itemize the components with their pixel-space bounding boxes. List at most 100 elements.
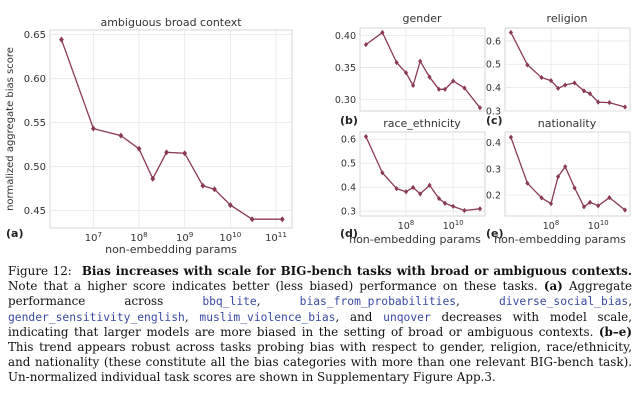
caption-figure-label: Figure 12: — [8, 264, 72, 278]
data-point — [212, 186, 217, 193]
panel-a-aggregate-bias-chart: 0.45 0.50 0.55 0.60 0.65 107 108 109 1010 1011 a… — [5, 16, 293, 256]
figure-caption: Figure 12: Bias increases with scale for … — [8, 264, 632, 386]
data-point — [477, 105, 483, 111]
data-point — [548, 78, 554, 84]
data-point — [539, 74, 544, 81]
caption-separator: , — [456, 294, 499, 309]
y-tick-label: 0.35 — [335, 63, 356, 74]
data-point — [525, 62, 530, 68]
y-tick-label: 0.5 — [486, 60, 501, 71]
panel-b-plot-area — [359, 27, 486, 112]
y-tick-label: 0.4 — [486, 138, 501, 149]
y-tick-label: 0.3 — [486, 107, 501, 118]
panel-c-series — [508, 29, 628, 110]
figure-12: 0.45 0.50 0.55 0.60 0.65 107 108 109 1010 1011 a… — [5, 12, 631, 256]
caption-text: decreases with model scale, indicating t… — [8, 309, 632, 339]
panel-d-letter: (d) — [340, 227, 358, 240]
panel-c-plot-area — [504, 27, 631, 112]
series-line — [60, 39, 283, 220]
caption-task-name[interactable]: gender_sensitivity_english — [8, 310, 185, 324]
x-tick-label: 108 — [398, 219, 414, 232]
y-tick-label: 0.55 — [24, 118, 46, 129]
data-point — [279, 216, 285, 223]
data-point — [200, 182, 206, 189]
x-tick-label: 1010 — [443, 219, 464, 232]
caption-task-name[interactable]: bias_from_probabilities — [299, 295, 457, 309]
panel-a-plot-area — [49, 29, 293, 229]
data-point — [442, 200, 448, 206]
data-point — [363, 133, 369, 140]
panel-e-x-ticks: 108 1010 — [543, 219, 609, 232]
panel-e-x-label: non-embedding params — [494, 233, 626, 246]
panel-a-title: ambiguous broad context — [100, 16, 242, 29]
panel-d-x-label: non-embedding params — [349, 233, 481, 246]
data-point — [596, 99, 601, 105]
data-point — [59, 36, 64, 43]
panel-e-letter: (e) — [486, 227, 504, 240]
data-point — [563, 82, 568, 88]
panel-e-plot-area — [504, 131, 631, 217]
data-point — [525, 180, 530, 186]
panel-e-y-ticks: 0.2 0.3 0.4 — [486, 138, 501, 202]
panel-a-y-ticks: 0.45 0.50 0.55 0.60 0.65 — [24, 30, 46, 217]
panel-c-religion-chart: 0.3 0.4 0.5 0.6 religion (c) — [486, 12, 631, 127]
panel-d-plot-area — [359, 131, 486, 217]
data-point — [363, 42, 369, 48]
panel-d-series — [363, 133, 483, 214]
data-point — [427, 74, 432, 80]
panel-d-title: race_ethnicity — [383, 117, 461, 130]
data-point — [394, 186, 399, 192]
caption-task-name[interactable]: bbq_lite — [202, 295, 257, 309]
data-point — [118, 132, 124, 139]
x-tick-label: 1010 — [588, 219, 609, 232]
caption-text: Aggregate performance across — [8, 279, 633, 309]
caption-task-name[interactable]: unqover — [383, 310, 431, 324]
panel-b-title: gender — [403, 12, 442, 25]
panel-a-series — [59, 36, 285, 223]
caption-task-name[interactable]: diverse_social_bias — [499, 295, 629, 309]
panel-b-y-ticks: 0.30 0.35 0.40 — [335, 31, 356, 106]
x-tick-label: 1011 — [265, 230, 287, 244]
data-point — [572, 185, 577, 191]
series-line — [510, 137, 626, 211]
data-point — [596, 203, 601, 209]
panel-b-letter: (b) — [340, 114, 358, 127]
y-tick-label: 0.40 — [335, 31, 356, 42]
panel-c-y-ticks: 0.3 0.4 0.5 0.6 — [486, 36, 501, 117]
data-point — [548, 201, 554, 207]
data-point — [90, 125, 96, 132]
data-point — [380, 170, 385, 176]
y-tick-label: 0.5 — [341, 159, 356, 170]
y-tick-label: 0.3 — [486, 164, 501, 175]
data-point — [587, 199, 593, 205]
data-point — [451, 78, 456, 84]
y-tick-label: 0.60 — [24, 74, 46, 85]
data-point — [418, 58, 423, 64]
data-point — [411, 184, 416, 191]
data-point — [427, 182, 432, 188]
x-tick-label: 109 — [176, 230, 194, 244]
y-tick-label: 0.6 — [486, 36, 501, 47]
caption-text: This trend appears robust across tasks p… — [8, 340, 632, 385]
caption-task-name[interactable]: muslim_violence_bias — [199, 310, 336, 324]
series-line — [365, 31, 481, 109]
data-point — [403, 189, 409, 195]
data-point — [182, 150, 188, 157]
caption-separator: , — [184, 309, 200, 324]
caption-separator: , — [256, 294, 300, 309]
data-point — [508, 29, 514, 36]
panel-e-series — [508, 134, 628, 213]
panel-c-title: religion — [547, 12, 588, 25]
y-tick-label: 0.30 — [335, 95, 356, 106]
data-point — [556, 85, 561, 91]
y-tick-label: 0.4 — [341, 183, 356, 194]
data-point — [477, 206, 483, 212]
data-point — [403, 70, 409, 76]
panel-b-series — [363, 29, 483, 111]
caption-bold-summary: Bias increases with scale for BIG-bench … — [81, 264, 632, 278]
panel-c-grid — [505, 28, 630, 112]
data-point — [508, 134, 514, 140]
caption-text: Note that a higher score indicates bette… — [8, 279, 544, 294]
panel-a-y-label: normalized aggregate bias score — [5, 47, 16, 211]
data-point — [436, 86, 442, 92]
